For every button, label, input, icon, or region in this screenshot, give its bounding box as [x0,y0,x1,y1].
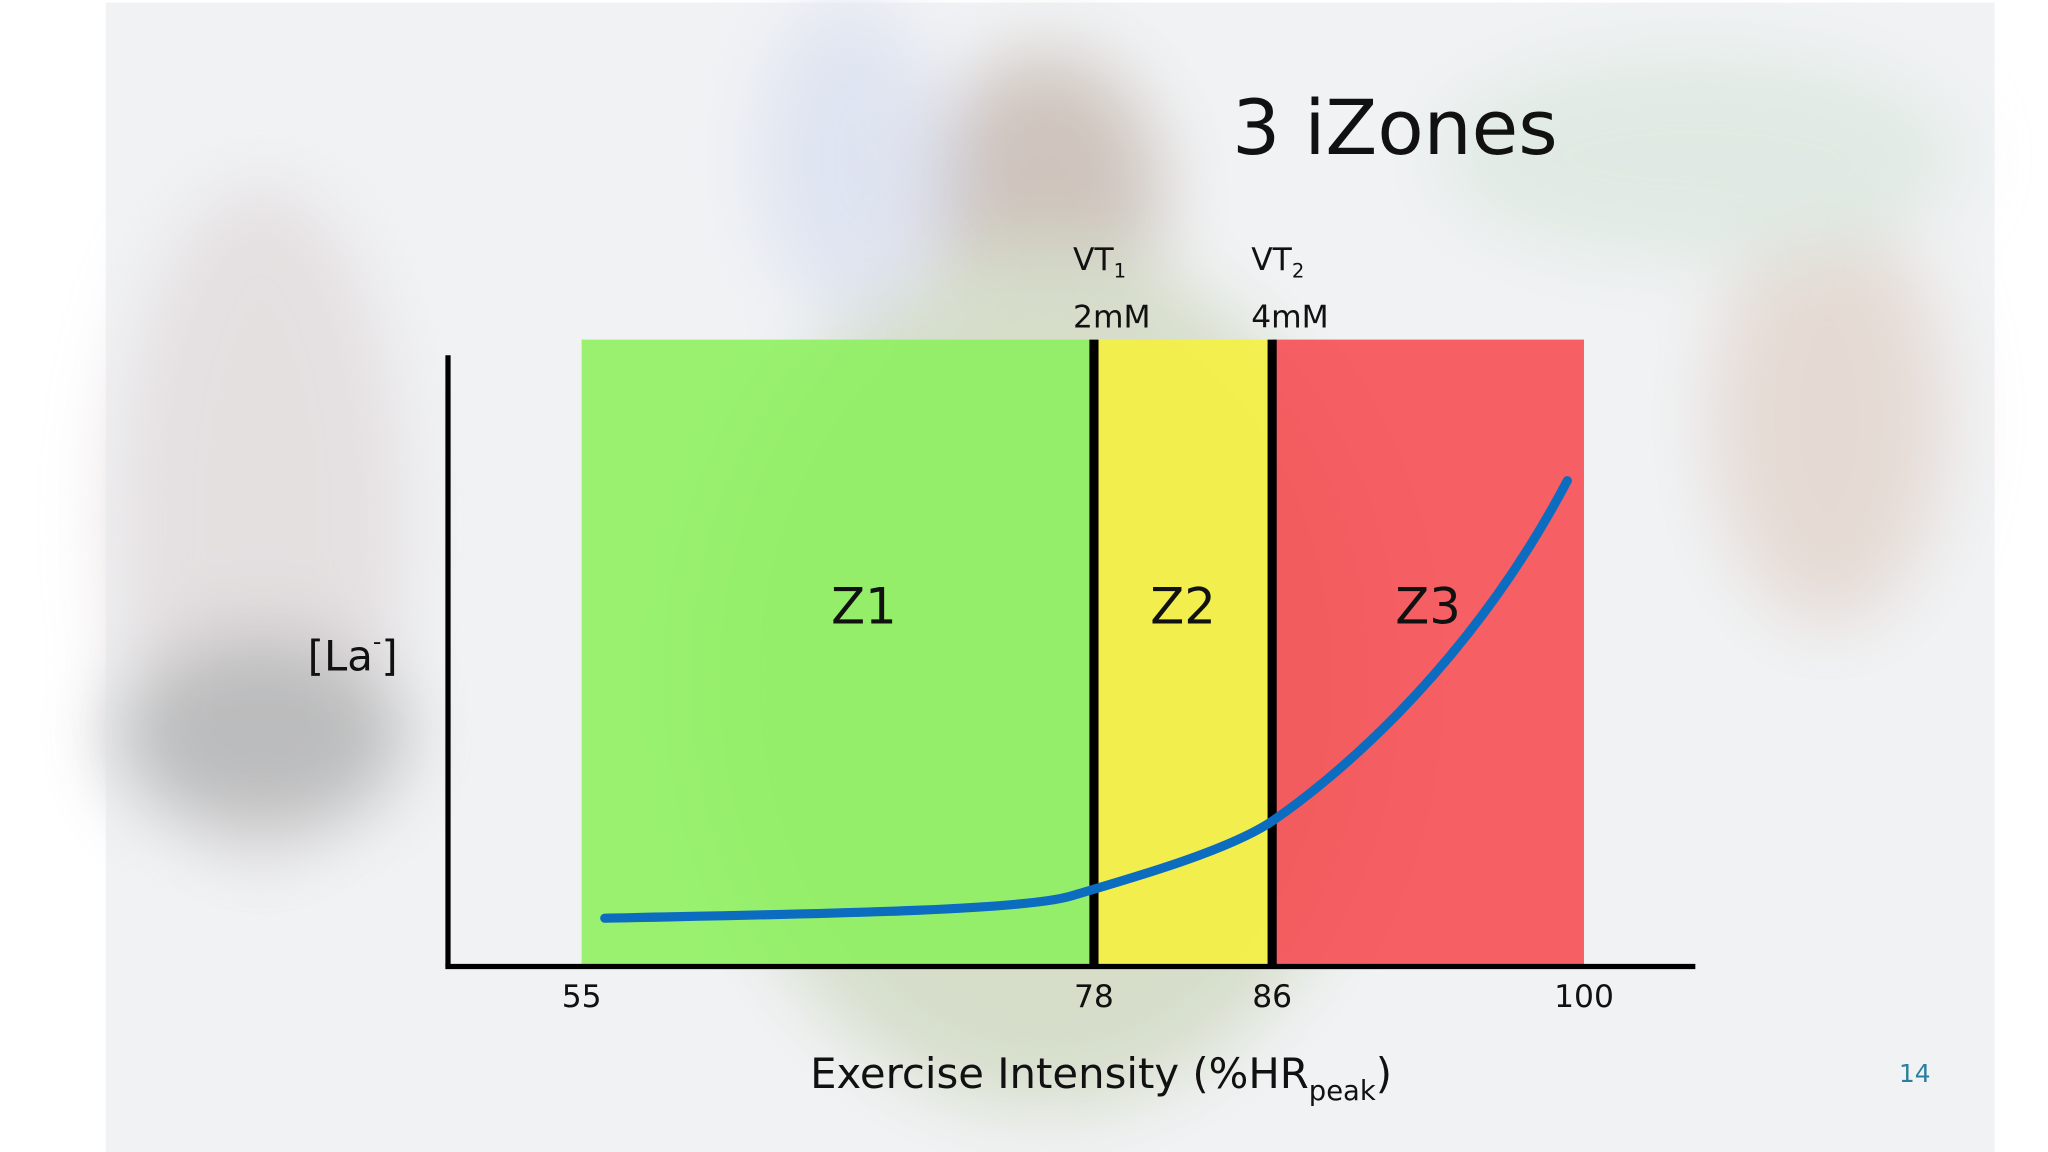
threshold-name-text: VT [1073,242,1114,278]
threshold-label: 2mM [1073,300,1150,336]
y-label-sup: - [373,627,381,655]
x-axis-label: Exercise Intensity (%HRpeak) [810,1049,1392,1107]
zone [581,339,1094,967]
zone-label: Z1 [831,577,897,635]
x-label-sub: peak [1309,1075,1376,1106]
lactate-curve [600,476,1572,923]
threshold-name: VT1 [1073,242,1126,282]
zone-label: Z2 [1150,577,1216,635]
title: 3 iZones [1232,84,1558,172]
y-label-text: [La [308,631,373,680]
x-tick-label: 86 [1252,979,1292,1015]
page-number: 14 [1899,1059,1931,1088]
y-label-end: ] [381,631,397,680]
threshold-name: VT2 [1251,242,1304,282]
threshold-sub: 1 [1114,259,1126,282]
threshold-name-text: VT [1251,242,1292,278]
x-tick-label: 78 [1074,979,1114,1015]
threshold-sub: 2 [1292,259,1304,282]
zone [1272,339,1584,967]
x-tick-label: 100 [1554,979,1614,1015]
x-label-text: Exercise Intensity (%HR [810,1049,1309,1098]
y-axis-label: [La-] [308,627,398,680]
zone [1093,339,1273,967]
threshold-label: 4mM [1251,300,1328,336]
x-label-end: ) [1376,1049,1392,1098]
x-tick-label: 55 [562,979,602,1015]
zone-label: Z3 [1395,577,1461,635]
